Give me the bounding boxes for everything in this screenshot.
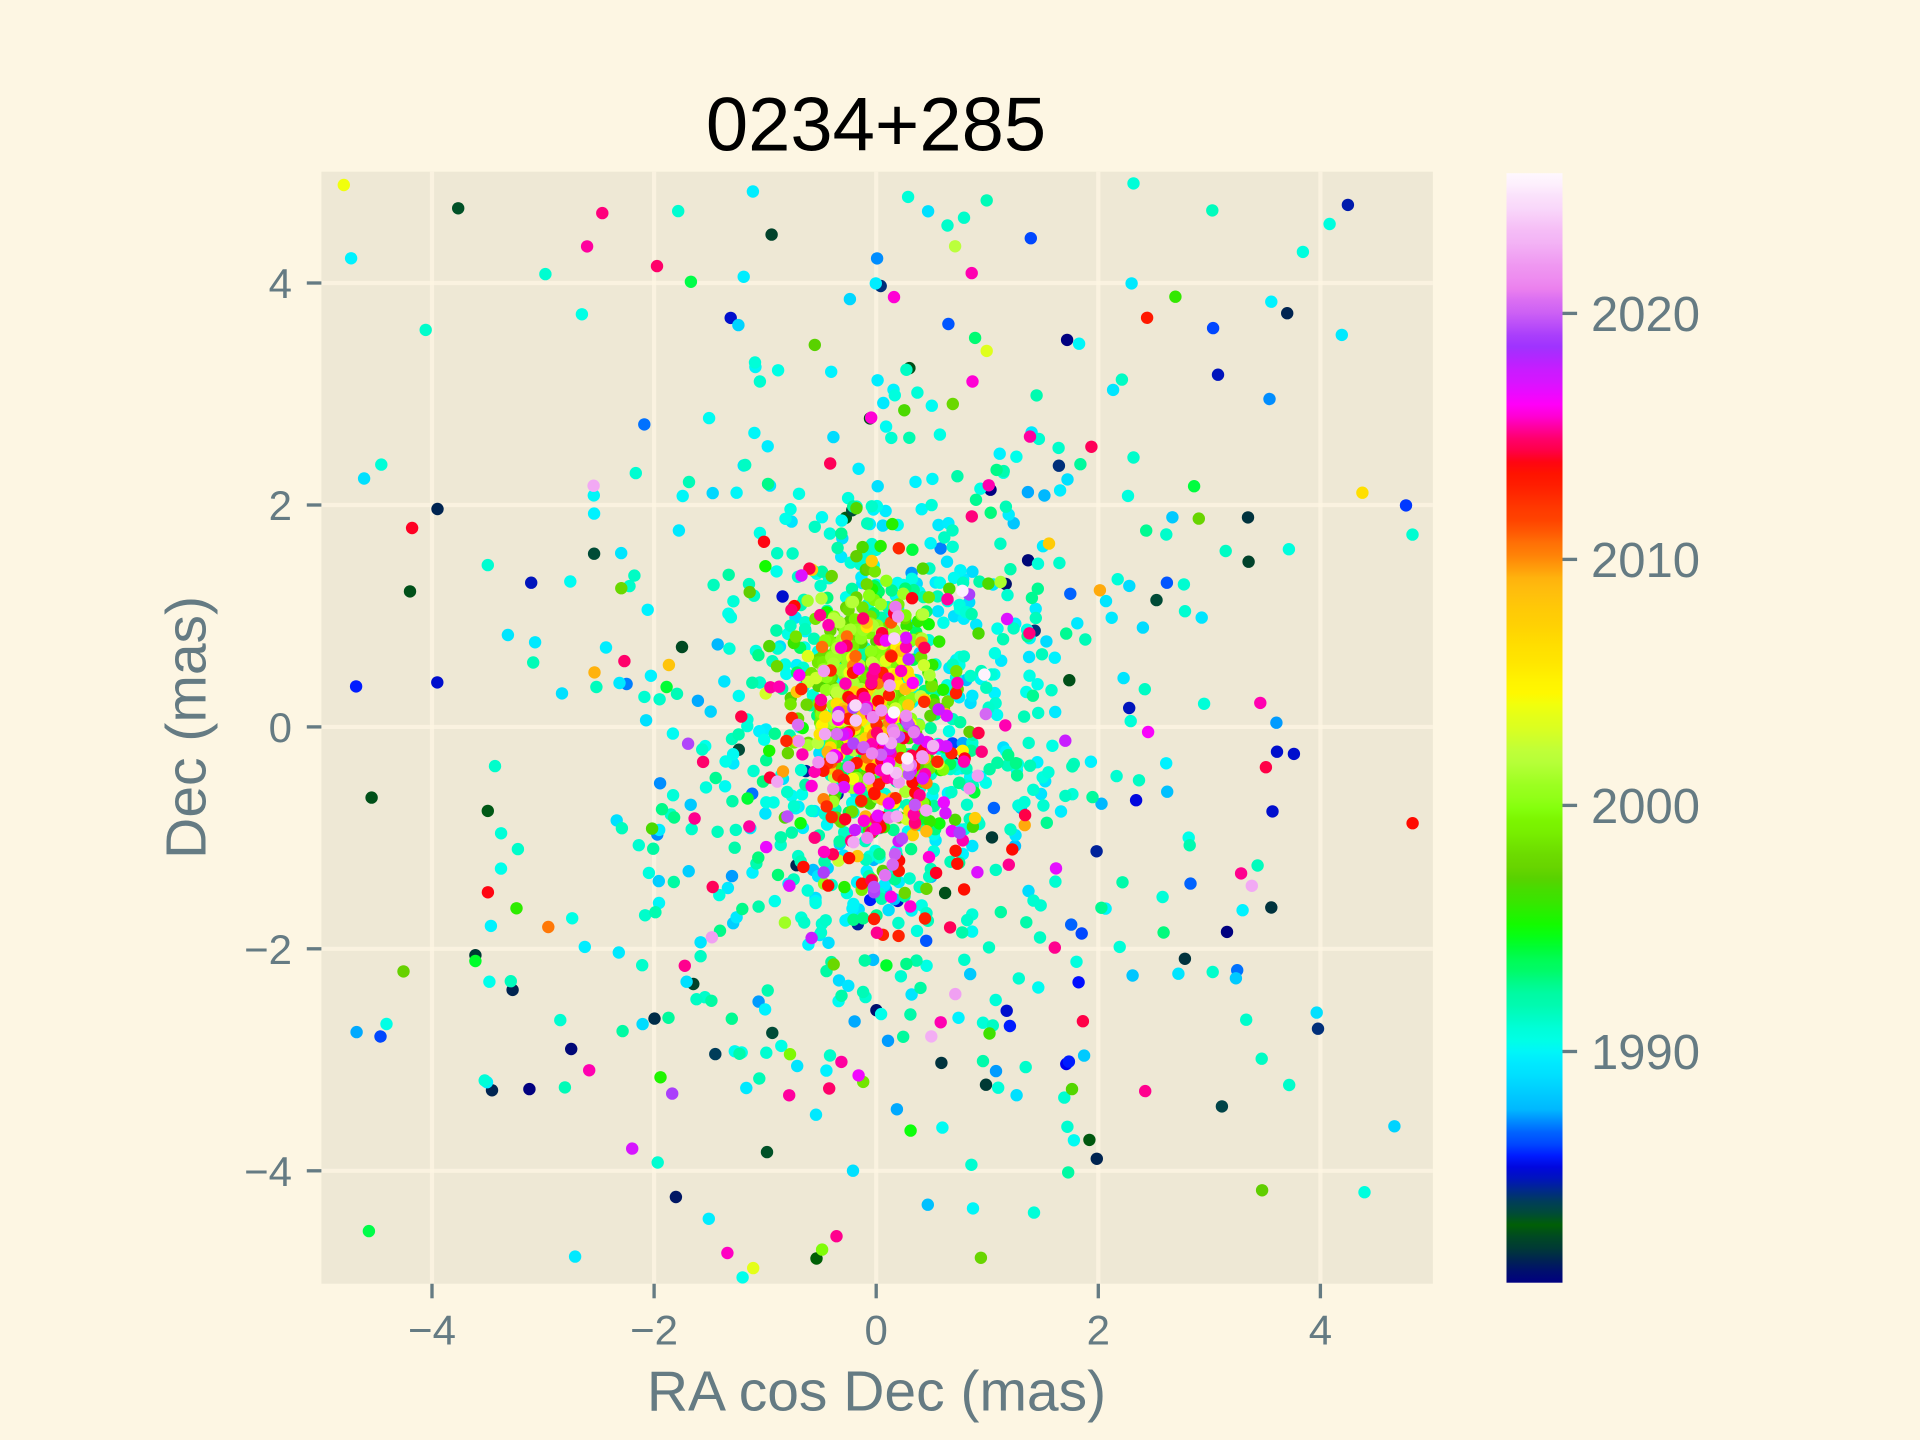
svg-text:2: 2 <box>1087 1306 1110 1353</box>
svg-text:−2: −2 <box>630 1306 678 1353</box>
svg-text:−4: −4 <box>408 1306 456 1353</box>
svg-text:4: 4 <box>1309 1306 1332 1353</box>
svg-text:2010: 2010 <box>1591 534 1700 588</box>
svg-text:0: 0 <box>865 1306 888 1353</box>
svg-text:0: 0 <box>269 704 292 751</box>
svg-text:2: 2 <box>269 482 292 529</box>
svg-text:2020: 2020 <box>1591 288 1700 342</box>
svg-text:RA cos Dec (mas): RA cos Dec (mas) <box>647 1360 1106 1424</box>
svg-text:2000: 2000 <box>1591 780 1700 834</box>
svg-text:−2: −2 <box>244 926 292 973</box>
svg-text:1990: 1990 <box>1591 1026 1700 1080</box>
svg-text:4: 4 <box>269 260 292 307</box>
svg-text:0234+285: 0234+285 <box>706 83 1046 168</box>
svg-text:−4: −4 <box>244 1148 292 1195</box>
svg-text:Dec (mas): Dec (mas) <box>155 596 219 859</box>
